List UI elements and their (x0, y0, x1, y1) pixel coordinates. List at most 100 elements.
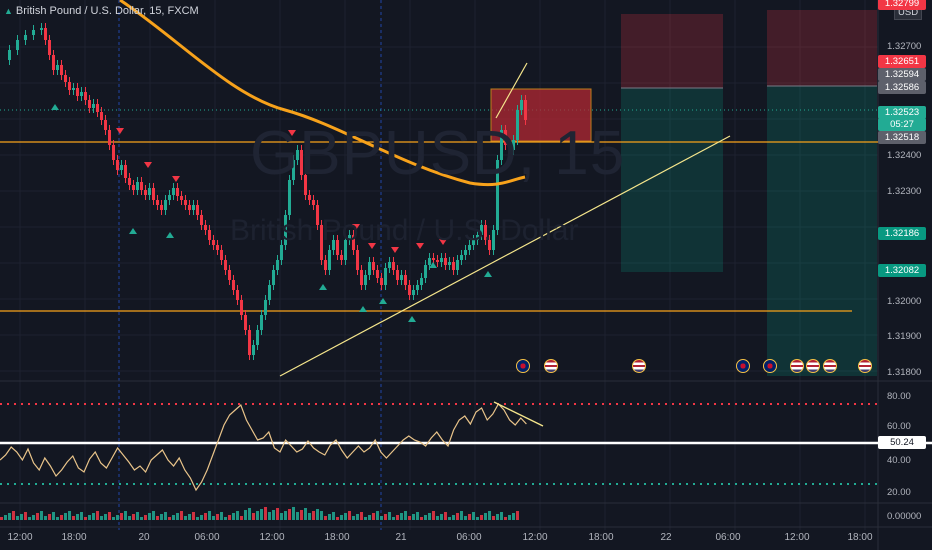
volume-bar (292, 507, 295, 520)
volume-bar (272, 510, 275, 520)
candle-body (96, 104, 99, 112)
candle-body (272, 270, 275, 285)
volume-bar (416, 512, 419, 520)
volume-bar (284, 511, 287, 520)
candle-body (24, 35, 27, 40)
candle-body (400, 275, 403, 280)
candle-body (16, 40, 19, 50)
volume-bar (424, 515, 427, 520)
candle-body (496, 160, 499, 230)
volume-bar (300, 510, 303, 520)
candle-body (172, 188, 175, 195)
volume-bar (436, 516, 439, 520)
volume-bar (180, 511, 183, 520)
event-flag-uk-icon[interactable] (516, 359, 530, 373)
candle-body (112, 145, 115, 160)
volume-bar (372, 513, 375, 520)
collapse-arrow-icon[interactable]: ▲ (4, 6, 13, 16)
short-position-target-zone (767, 86, 877, 376)
volume-bar (248, 508, 251, 520)
volume-bar (196, 517, 199, 520)
candle-body (520, 100, 523, 110)
candle-body (80, 92, 83, 96)
volume-bar (396, 515, 399, 520)
candle-body (188, 205, 191, 210)
candle-body (92, 104, 95, 108)
candle-body (480, 225, 483, 235)
volume-bar (268, 512, 271, 520)
candle-body (328, 250, 331, 270)
candle-body (116, 160, 119, 170)
candle-body (448, 262, 451, 265)
rsi-tick: 80.00 (887, 391, 911, 402)
rsi-value-label: 50.24 (878, 436, 926, 449)
candle-body (264, 300, 267, 315)
price-label: 1.32651 (878, 55, 926, 68)
event-flag-us-icon[interactable] (823, 359, 837, 373)
event-flag-uk-icon[interactable] (763, 359, 777, 373)
volume-bar (28, 517, 31, 520)
time-tick: 18:00 (61, 532, 87, 543)
event-flag-uk-icon[interactable] (736, 359, 750, 373)
volume-bar (76, 514, 79, 520)
volume-bar (324, 516, 327, 520)
candle-body (488, 240, 491, 250)
candle-body (180, 196, 183, 200)
candle-body (336, 240, 339, 255)
candle-body (364, 275, 367, 285)
volume-bar (92, 513, 95, 520)
ascending-trendline (279, 135, 731, 377)
volume-bar (112, 517, 115, 520)
volume-bar (260, 509, 263, 520)
volume-bar (96, 511, 99, 520)
volume-bar (412, 514, 415, 520)
volume-bar (40, 511, 43, 520)
volume-bar (516, 511, 519, 520)
volume-bar (108, 512, 111, 520)
event-flag-us-icon[interactable] (544, 359, 558, 373)
volume-bar (384, 514, 387, 520)
volume-bar (296, 512, 299, 520)
candle-body (416, 285, 419, 290)
candle-body (56, 65, 59, 70)
volume-bar (72, 516, 75, 520)
volume-bar (204, 513, 207, 520)
candle-body (100, 112, 103, 120)
event-flag-us-icon[interactable] (806, 359, 820, 373)
candle-body (248, 330, 251, 355)
event-flag-us-icon[interactable] (790, 359, 804, 373)
volume-bar (52, 512, 55, 520)
volume-bar (280, 513, 283, 520)
candle-body (140, 182, 143, 190)
candle-body (360, 270, 363, 285)
buy-signal-icon (129, 228, 137, 234)
candle-body (524, 100, 527, 120)
volume-bar (508, 515, 511, 520)
volume-bar (16, 516, 19, 520)
candle-body (220, 250, 223, 260)
price-tick: 1.32400 (887, 150, 922, 161)
volume-bar (320, 511, 323, 520)
volume-bar (276, 508, 279, 520)
volume-bar (88, 515, 91, 520)
candle-body (424, 265, 427, 278)
candle-body (292, 160, 295, 180)
candle-body (280, 245, 283, 260)
volume-bar (220, 512, 223, 520)
candle-body (160, 205, 163, 210)
candle-body (132, 185, 135, 190)
candle-body (312, 200, 315, 205)
sell-signal-icon (352, 224, 360, 230)
volume-bar (488, 511, 491, 520)
symbol-legend[interactable]: ▲ British Pound / U.S. Dollar, 15, FXCM (4, 5, 199, 17)
volume-bar (208, 511, 211, 520)
event-flag-us-icon[interactable] (858, 359, 872, 373)
volume-bar (432, 511, 435, 520)
event-flag-us-icon[interactable] (632, 359, 646, 373)
volume-bar (228, 515, 231, 520)
candle-body (52, 55, 55, 70)
volume-bar (244, 510, 247, 520)
volume-bar (84, 517, 87, 520)
